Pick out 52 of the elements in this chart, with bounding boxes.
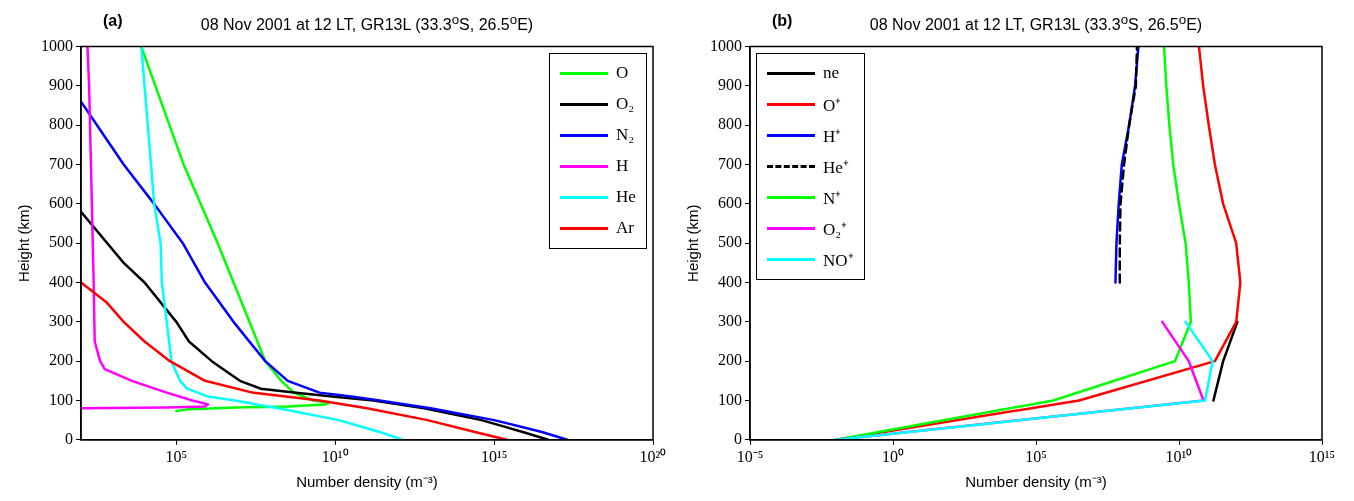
y-tick-label: 100: [718, 390, 742, 408]
legend-label: He: [616, 187, 636, 208]
y-tick-label: 400: [718, 272, 742, 290]
legend-label: H: [616, 156, 629, 177]
y-axis-title: Height (km): [15, 204, 33, 282]
legend-label: N⁺: [823, 187, 842, 209]
legend-label: ne: [823, 63, 840, 84]
y-axis-title: Height (km): [684, 204, 702, 282]
y-tick-label: 800: [718, 115, 742, 133]
legend-label: Ar: [616, 218, 634, 239]
x-tick-label: 10²⁰: [639, 447, 667, 465]
chart-title: 08 Nov 2001 at 12 LT, GR13L (33.3$^{o}$S, 26.5$^{o}$E): [869, 12, 1203, 34]
y-tick-label: 900: [718, 76, 742, 94]
y-tick-label: 900: [49, 76, 73, 94]
y-tick-label: 400: [49, 272, 73, 290]
text: (a): [103, 12, 123, 30]
y-tick-label: 0: [65, 430, 73, 447]
y-tick-label: 500: [718, 233, 742, 251]
x-tick-label: 10¹⁰: [1165, 447, 1193, 465]
legend-label: O₂: [616, 94, 635, 115]
x-tick-label: 10⁵: [1025, 447, 1047, 465]
y-tick-label: 1000: [710, 36, 742, 54]
y-tick-label: 500: [49, 233, 73, 251]
y-tick-label: 200: [49, 351, 73, 369]
x-axis-title: Number density (m⁻³): [965, 473, 1107, 491]
legend-label: He⁺: [823, 156, 849, 178]
x-axis-title: Number density (m⁻³): [296, 473, 438, 491]
y-tick-label: 700: [49, 154, 73, 172]
x-tick-label: 10¹⁵: [1308, 447, 1336, 465]
y-tick-label: 800: [49, 115, 73, 133]
y-tick-label: 100: [49, 390, 73, 408]
legend-label: NO⁺: [823, 249, 854, 271]
y-tick-label: 300: [718, 312, 742, 330]
y-tick-label: 600: [49, 194, 73, 212]
x-tick-label: 10⁻⁵: [736, 447, 764, 465]
x-tick-label: 10⁵: [165, 447, 188, 465]
legend-label: O⁺: [823, 94, 842, 116]
x-tick-label: 10¹⁰: [321, 447, 349, 465]
x-tick-label: 10⁰: [882, 447, 904, 465]
legend-label: O₂⁺: [823, 218, 848, 240]
y-tick-label: 200: [718, 351, 742, 369]
x-tick-label: 10¹⁵: [480, 447, 508, 465]
y-tick-label: 700: [718, 154, 742, 172]
legend-label: O: [616, 63, 629, 84]
y-tick-label: 0: [734, 430, 742, 447]
legend-label: N₂: [616, 125, 635, 146]
legend-label: H⁺: [823, 125, 842, 147]
chart-title: 08 Nov 2001 at 12 LT, GR13L (33.3$^{o}$S, 26.5$^{o}$E): [200, 12, 534, 34]
y-tick-label: 600: [718, 194, 742, 212]
text: (b): [772, 12, 793, 30]
y-tick-label: 1000: [41, 36, 73, 54]
y-tick-label: 300: [49, 312, 73, 330]
